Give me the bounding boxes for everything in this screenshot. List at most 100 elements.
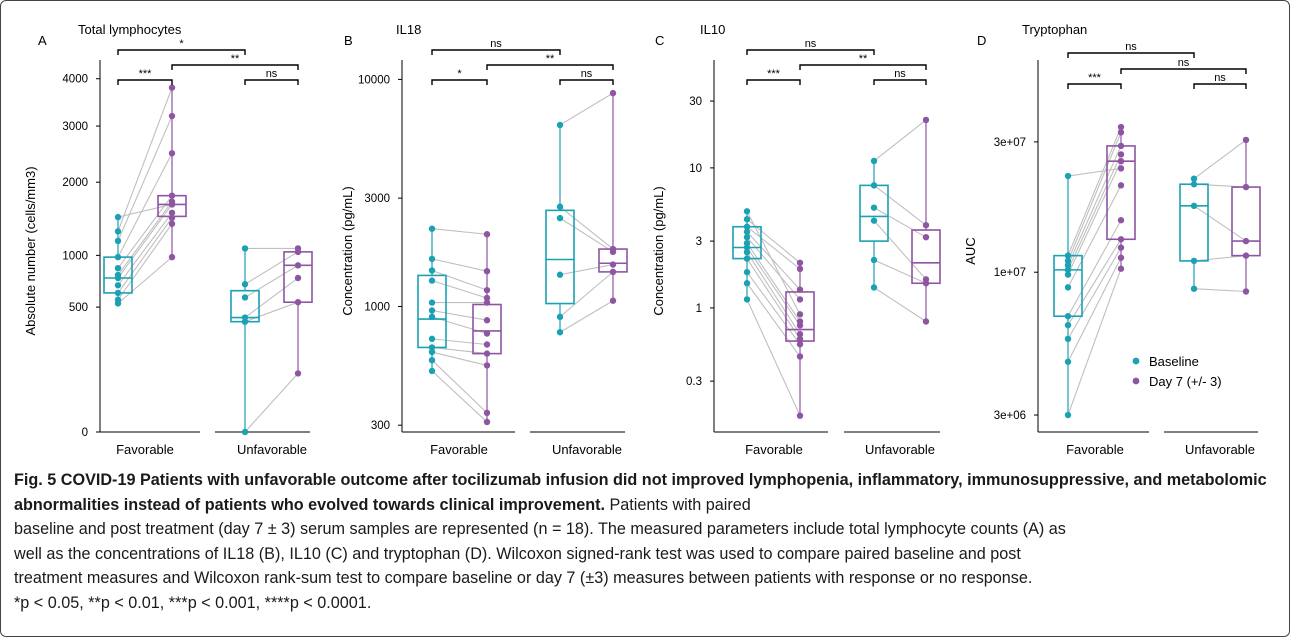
data-point-baseline: [241, 245, 249, 252]
y-tick-label: 3e+06: [994, 410, 1026, 422]
data-point-baseline: [428, 348, 436, 356]
paired-line: [117, 87, 173, 232]
data-point-baseline: [428, 313, 436, 321]
data-point-day7: [609, 268, 617, 276]
data-point-baseline: [241, 294, 249, 301]
data-point-baseline: [1064, 266, 1072, 274]
significance-bracket: [1120, 68, 1247, 74]
x-category-label: Favorable: [116, 442, 174, 457]
data-point-day7: [168, 201, 176, 208]
paired-line: [746, 231, 801, 291]
data-point-day7: [1117, 217, 1125, 224]
x-category-label: Favorable: [1066, 442, 1124, 457]
data-point-day7: [168, 112, 176, 120]
data-point-day7: [796, 412, 804, 419]
paired-line: [1067, 257, 1122, 363]
significance-label: ns: [490, 38, 502, 50]
data-point-baseline: [114, 289, 122, 297]
significance-label: **: [231, 53, 240, 65]
y-axis-label: AUC: [963, 237, 978, 264]
legend-label: Baseline: [1149, 354, 1199, 369]
figure-caption: Fig. 5 COVID-19 Patients with unfavorabl…: [14, 468, 1282, 616]
x-category-label: Unfavorable: [1185, 442, 1255, 457]
paired-line: [1067, 126, 1122, 256]
chart-panel-a: A Total lymphocytes 0 500 1000 2000 3000 4000 Ab…: [23, 22, 313, 457]
data-point-baseline: [743, 228, 751, 235]
paired-line: [559, 206, 614, 250]
chart-panel-c: C IL10 0.3 1 3 10 30 Concentration (pg/mL) Favor…: [651, 22, 941, 457]
significance-bracket: [1067, 83, 1122, 89]
paired-line: [1067, 219, 1122, 317]
data-point-baseline: [743, 239, 751, 247]
paired-line: [873, 286, 927, 322]
panel-letter: A: [38, 33, 47, 48]
data-point-baseline: [428, 367, 436, 375]
data-point-baseline: [428, 356, 436, 364]
legend-marker: [1132, 357, 1140, 365]
significance-label: *: [457, 68, 462, 80]
paired-line: [1193, 255, 1247, 262]
paired-line: [117, 195, 173, 269]
data-point-day7: [483, 418, 491, 426]
paired-line: [1067, 145, 1122, 266]
data-point-baseline: [114, 213, 122, 221]
caption-body-line: treatment measures and Wilcoxon rank-sum…: [14, 569, 1033, 588]
data-point-baseline: [556, 329, 564, 336]
data-point-day7: [1242, 136, 1250, 144]
data-point-baseline: [1064, 271, 1072, 278]
data-point-baseline: [1064, 252, 1072, 259]
x-category-label: Favorable: [745, 442, 803, 457]
data-point-baseline: [428, 225, 436, 232]
significance-bracket: [746, 49, 875, 55]
data-point-baseline: [1064, 321, 1072, 329]
panel-letter: D: [977, 33, 986, 48]
legend: Baseline Day 7 (+/- 3): [1132, 354, 1222, 389]
data-point-day7: [1117, 265, 1125, 272]
paired-line: [746, 226, 801, 270]
data-point-baseline: [743, 233, 751, 241]
paired-line: [746, 258, 801, 340]
y-tick-label: 1e+07: [994, 267, 1026, 279]
paired-line: [117, 212, 173, 286]
data-point-baseline: [428, 267, 436, 274]
y-tick-label: 500: [69, 302, 88, 314]
data-point-baseline: [870, 204, 878, 211]
paired-line: [1193, 205, 1247, 242]
caption-body-line: *p < 0.05, **p < 0.01, ***p < 0.001, ***…: [14, 593, 372, 612]
significance-label: ns: [266, 68, 278, 80]
paired-line: [431, 351, 488, 366]
data-point-day7: [922, 221, 930, 229]
data-point-day7: [1117, 123, 1125, 131]
paired-line: [431, 258, 488, 272]
y-tick-label: 30: [689, 96, 702, 108]
paired-line: [559, 217, 614, 253]
paired-line: [117, 256, 173, 304]
data-point-baseline: [428, 344, 436, 351]
significance-bracket: [244, 79, 299, 85]
data-point-day7: [922, 233, 930, 241]
paired-line: [1067, 154, 1122, 271]
panel-title: IL10: [700, 22, 725, 37]
data-point-day7: [796, 296, 804, 303]
y-tick-label: 3000: [364, 193, 390, 205]
data-point-baseline: [428, 307, 436, 314]
paired-line: [1067, 268, 1122, 416]
y-tick-label: 3000: [62, 121, 88, 133]
paired-line: [117, 201, 173, 276]
x-category-label: Unfavorable: [237, 442, 307, 457]
paired-line: [746, 271, 801, 345]
paired-line: [431, 269, 488, 291]
data-point-baseline: [556, 121, 564, 129]
data-point-baseline: [1064, 313, 1072, 320]
data-point-day7: [168, 220, 176, 227]
data-point-baseline: [743, 248, 751, 256]
paired-line: [746, 211, 801, 315]
significance-bracket: [431, 49, 561, 55]
data-point-baseline: [114, 237, 122, 245]
data-point-day7: [1242, 237, 1250, 245]
significance-bracket: [746, 79, 801, 85]
caption-fig-number: Fig. 5: [14, 471, 57, 489]
significance-bracket: [559, 79, 614, 85]
significance-label: ns: [581, 68, 593, 80]
data-point-baseline: [556, 214, 564, 222]
